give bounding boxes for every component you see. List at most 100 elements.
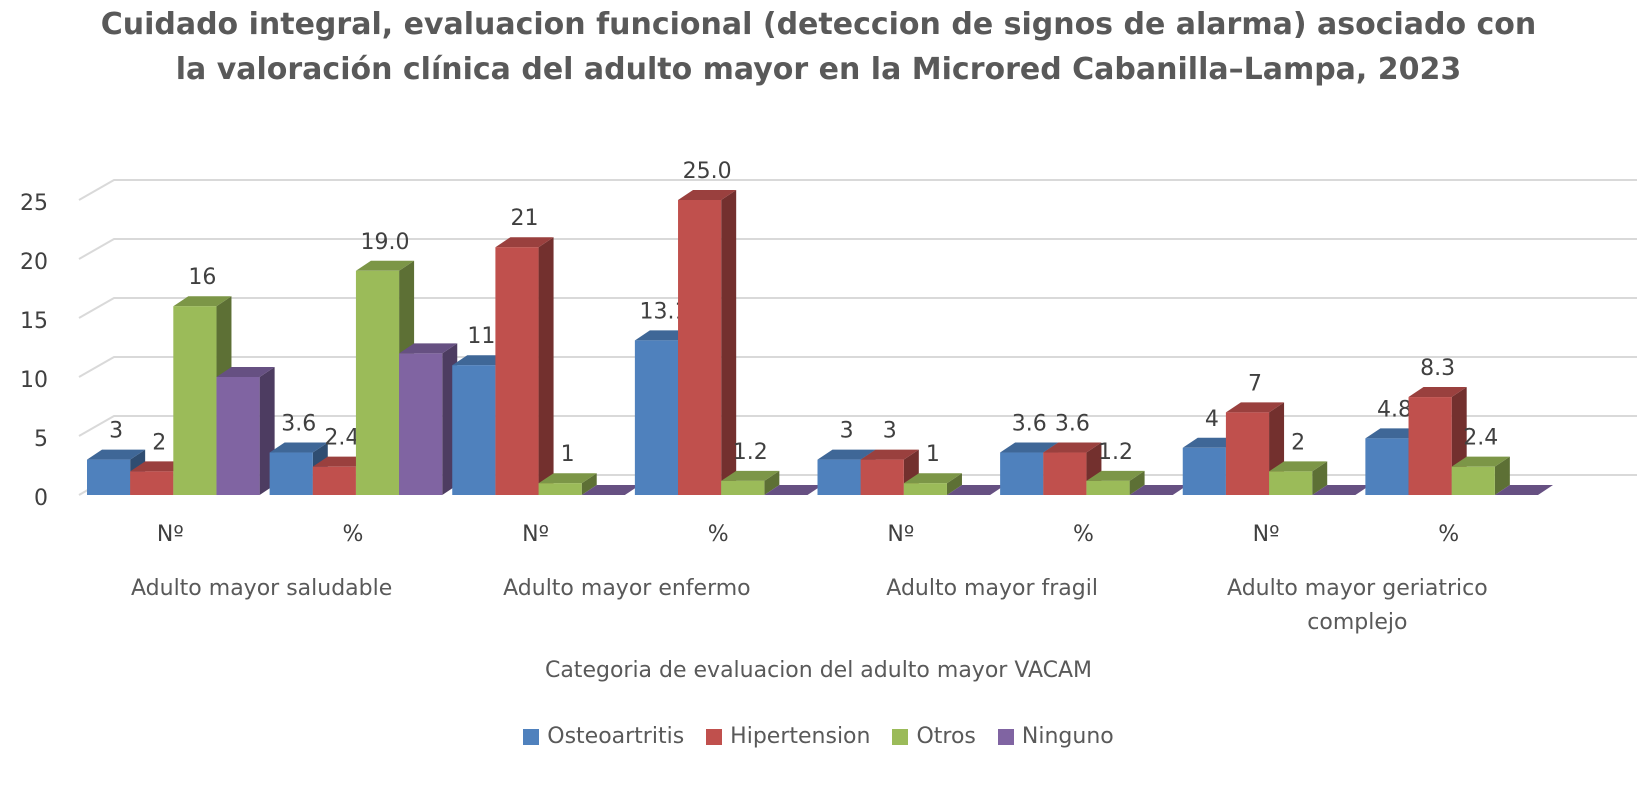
- bar: [312, 466, 356, 495]
- data-label: 2: [1291, 430, 1305, 455]
- data-label: 2.4: [1463, 426, 1498, 451]
- bar: [903, 483, 947, 495]
- group-label: Adulto mayor geriatrico complejo: [1227, 576, 1488, 635]
- bar-top: [1494, 485, 1553, 495]
- bar-top: [216, 367, 275, 377]
- bar: [452, 365, 496, 495]
- bar: [355, 270, 400, 495]
- bar-top: [817, 449, 876, 460]
- bar-top: [173, 296, 232, 307]
- data-label: 1: [926, 442, 940, 467]
- bar-top: [399, 343, 458, 354]
- bar: [130, 471, 174, 495]
- bar: [495, 247, 539, 495]
- bar-top: [1129, 485, 1188, 495]
- bar: [216, 377, 260, 495]
- bar-side: [764, 470, 780, 495]
- legend-item: Otros: [892, 724, 976, 749]
- bar-side: [721, 190, 737, 495]
- legend-label: Osteoartritis: [547, 724, 685, 749]
- bar-top: [1000, 442, 1059, 453]
- data-label: 8.3: [1420, 356, 1455, 381]
- legend-label: Hipertension: [730, 724, 871, 749]
- grid-line: [78, 179, 1637, 201]
- data-label: 1: [561, 442, 575, 467]
- data-label: 7: [1248, 371, 1262, 396]
- data-label: 3: [883, 419, 897, 444]
- legend-swatch: [523, 728, 540, 745]
- x-tick-label: %: [1073, 522, 1094, 547]
- bar: [1086, 480, 1130, 495]
- bar: [1269, 471, 1313, 495]
- bar-top: [495, 237, 554, 248]
- y-tick-label: 15: [20, 309, 48, 334]
- bar-top: [721, 470, 780, 481]
- data-label: 3: [109, 419, 123, 444]
- bar: [678, 200, 722, 495]
- data-label: 11: [467, 324, 495, 349]
- y-tick-label: 20: [20, 250, 48, 275]
- y-tick-label: 25: [20, 191, 48, 216]
- bar-side: [1129, 470, 1145, 495]
- y-tick-label: 0: [34, 486, 48, 511]
- legend-item: Hipertension: [706, 724, 870, 749]
- bar: [634, 340, 679, 495]
- legend-label: Ninguno: [1021, 724, 1114, 749]
- bar-side: [1312, 461, 1328, 495]
- x-tick-label: %: [342, 522, 363, 547]
- bar-top: [1225, 402, 1285, 413]
- group-label: Adulto mayor saludable: [131, 576, 393, 601]
- bar-top: [1408, 387, 1467, 398]
- bar: [1043, 452, 1087, 495]
- grid-line: [78, 415, 1637, 437]
- x-tick-label: Nº: [522, 522, 549, 547]
- bar: [173, 306, 217, 495]
- x-tick-label: Nº: [887, 522, 914, 547]
- group-label: Adulto mayor enfermo: [503, 576, 751, 601]
- legend-item: Osteoartritis: [523, 724, 684, 749]
- bar: [1000, 452, 1044, 495]
- group-label: Adulto mayor fragil: [886, 576, 1098, 601]
- x-axis-label: Categoria de evaluacion del adulto mayor…: [544, 658, 1093, 683]
- data-label: 3.6: [1055, 412, 1090, 437]
- bar: [538, 483, 582, 495]
- chart-title: Cuidado integral, evaluacion funcional (…: [100, 7, 1537, 87]
- legend-swatch: [997, 728, 1014, 745]
- y-tick-label: 10: [20, 368, 48, 393]
- bar-top: [903, 473, 962, 484]
- bar-side: [581, 473, 597, 495]
- x-tick-label: Nº: [1253, 522, 1280, 547]
- bar: [817, 459, 861, 495]
- bar-top: [764, 485, 823, 495]
- grid-line: [78, 297, 1637, 319]
- bar-top: [1086, 470, 1145, 481]
- bar: [860, 459, 904, 495]
- bar: [87, 459, 131, 495]
- bar: [1408, 397, 1452, 495]
- grid-line: [78, 238, 1637, 260]
- legend-item: Ninguno: [997, 724, 1114, 749]
- legend-label: Otros: [916, 724, 976, 749]
- bar-top: [1043, 442, 1102, 453]
- data-label: 16: [188, 265, 216, 290]
- x-tick-label: Nº: [157, 522, 184, 547]
- data-label: 3: [840, 419, 854, 444]
- x-tick-label: %: [1438, 522, 1459, 547]
- data-label: 3.6: [281, 412, 316, 437]
- bar-top: [1269, 461, 1328, 472]
- bar: [399, 353, 443, 495]
- bar: [1225, 412, 1270, 495]
- bar-side: [538, 237, 554, 495]
- x-tick-label: %: [708, 522, 729, 547]
- bar-top: [269, 442, 328, 453]
- bar-top: [87, 449, 146, 460]
- bar-top: [678, 190, 737, 200]
- y-tick-label: 5: [34, 427, 48, 452]
- bar-top: [581, 485, 640, 495]
- bar-top: [1312, 485, 1371, 495]
- data-label: 1.2: [733, 440, 768, 465]
- legend: Osteoartritis Hipertension Otros Ninguno: [0, 724, 1637, 749]
- data-label: 4: [1205, 407, 1219, 432]
